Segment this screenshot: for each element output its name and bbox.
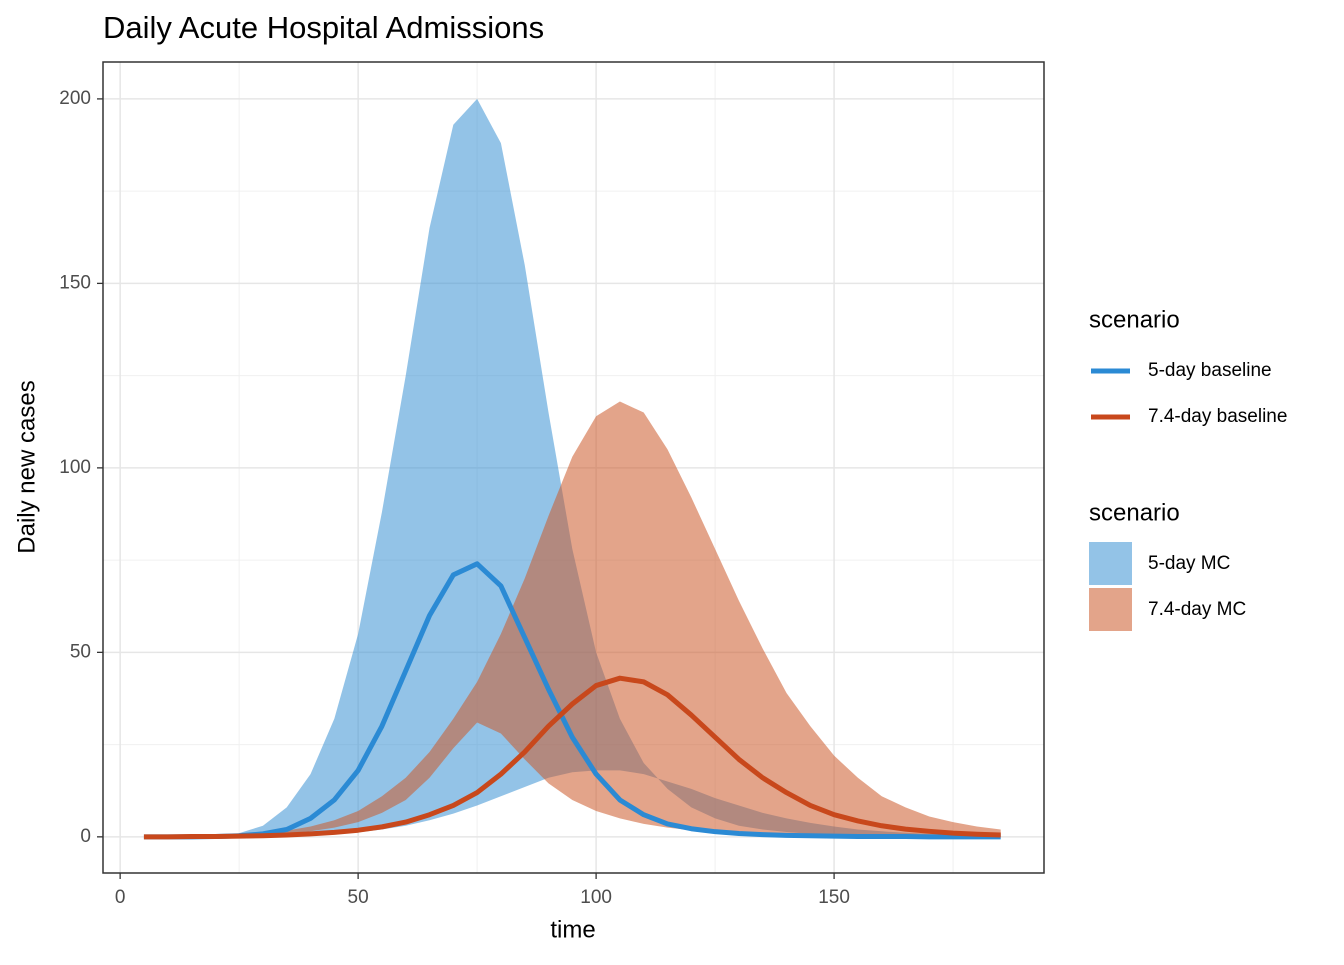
y-tick-label: 50	[70, 641, 91, 662]
x-tick-label: 100	[580, 887, 612, 908]
y-tick-label: 100	[59, 457, 91, 478]
ribbon	[143, 98, 1001, 837]
chart-title: Daily Acute Hospital Admissions	[103, 10, 544, 45]
plot-border	[102, 61, 1045, 874]
y-tick-label: 150	[59, 272, 91, 293]
y-axis-label: Daily new cases	[13, 380, 40, 553]
legend-key	[1089, 588, 1132, 631]
legend-key	[1089, 542, 1132, 585]
legend-title: scenario	[1089, 499, 1180, 526]
y-tick-label: 0	[80, 826, 91, 847]
line	[143, 561, 1001, 840]
ribbon	[143, 401, 1001, 837]
x-axis-label: time	[550, 916, 595, 943]
legend-label: 5-day MC	[1148, 553, 1230, 574]
y-tick-label: 200	[59, 88, 91, 109]
legend-label: 5-day baseline	[1148, 360, 1272, 381]
legend-title: scenario	[1089, 306, 1180, 333]
x-tick-label: 0	[115, 887, 126, 908]
x-tick-label: 150	[818, 887, 850, 908]
line	[143, 675, 1001, 840]
legend-label: 7.4-day MC	[1148, 599, 1246, 620]
legend-label: 7.4-day baseline	[1148, 406, 1287, 427]
x-tick-label: 50	[348, 887, 369, 908]
